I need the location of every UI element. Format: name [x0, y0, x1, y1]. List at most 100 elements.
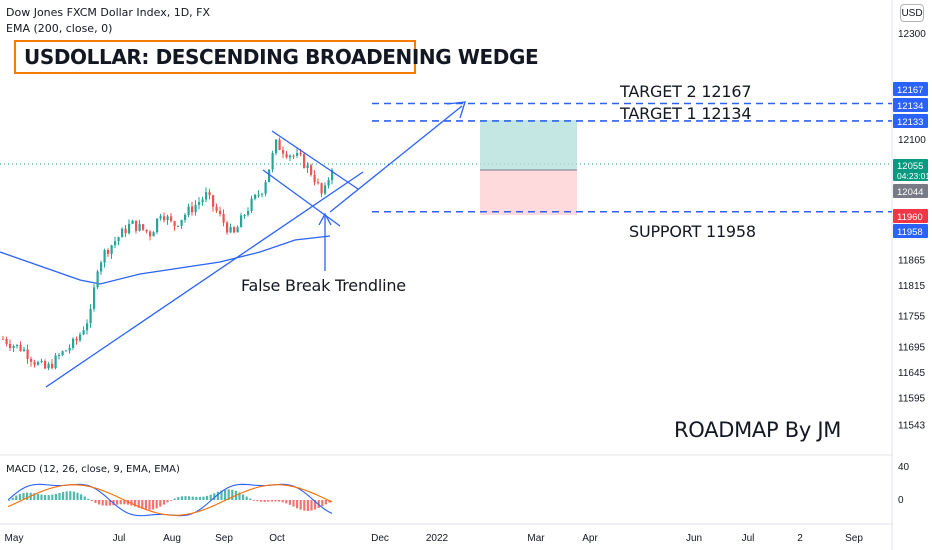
macd-histogram-bar: [123, 500, 126, 505]
price-badge-label: 12055: [897, 161, 923, 172]
macd-histogram-bar: [22, 492, 25, 500]
candle-body: [2, 338, 5, 340]
macd-histogram-bar: [245, 496, 248, 500]
macd-histogram-bar: [206, 495, 209, 500]
macd-histogram-bar: [314, 500, 317, 510]
support-label: SUPPORT 11958: [629, 222, 756, 241]
ema-indicator-label[interactable]: EMA (200, close, 0): [6, 22, 113, 35]
time-tick-label: Jul: [113, 533, 126, 544]
candle-body: [82, 330, 85, 335]
price-badge-label: 12044: [897, 187, 923, 198]
macd-histogram-bar: [249, 498, 252, 500]
candle-body: [324, 185, 327, 194]
candle-body: [261, 193, 264, 195]
ema-200-line: [0, 235, 331, 285]
candle-body: [93, 287, 96, 309]
macd-histogram-bar: [252, 500, 255, 501]
time-tick-label: Oct: [269, 533, 285, 544]
macd-histogram-bar: [177, 497, 180, 500]
candle-body: [271, 153, 274, 170]
macd-histogram-bar: [270, 500, 273, 502]
macd-histogram-bar: [227, 489, 230, 500]
macd-histogram-bar: [62, 492, 65, 500]
candle-body: [26, 349, 29, 359]
candle-body: [282, 149, 285, 154]
macd-histogram-bar: [162, 500, 165, 505]
macd-histogram-bar: [310, 500, 313, 511]
candle-body: [75, 338, 78, 341]
target-zone: [480, 120, 577, 170]
macd-pane: [7, 483, 333, 517]
candle-body: [58, 355, 61, 357]
candle-body: [65, 350, 68, 352]
time-tick-label: 2: [797, 533, 803, 544]
candle-body: [177, 225, 180, 227]
macd-histogram-bar: [141, 500, 144, 509]
candle-body: [30, 358, 33, 362]
candle-body: [128, 223, 131, 234]
candle-body: [212, 195, 215, 207]
candle-body: [233, 227, 236, 233]
price-badge-label: 12133: [897, 117, 923, 128]
price-badge: [893, 159, 928, 181]
candle-body: [163, 216, 166, 221]
symbol-line[interactable]: Dow Jones FXCM Dollar Index, 1D, FX: [6, 6, 211, 19]
candle-body: [320, 183, 323, 194]
candle-body: [5, 338, 8, 344]
macd-histogram-bar: [170, 500, 173, 501]
candle-body: [89, 308, 92, 324]
target-1-label: TARGET 1 12134: [620, 104, 752, 123]
candle-body: [135, 220, 138, 231]
macd-label[interactable]: MACD (12, 26, close, 9, EMA, EMA): [6, 464, 180, 475]
macd-histogram-bar: [33, 493, 36, 500]
candle-body: [264, 182, 267, 194]
candle-body: [110, 245, 113, 254]
macd-histogram-bar: [198, 496, 201, 500]
candle-body: [12, 345, 15, 349]
candle-body: [96, 271, 99, 288]
macd-histogram-bar: [166, 500, 169, 503]
price-badge: [893, 114, 928, 128]
macd-histogram-bar: [321, 500, 324, 507]
macd-histogram-bar: [213, 493, 216, 500]
time-tick-label: Mar: [527, 533, 545, 544]
candle-body: [292, 155, 295, 157]
candle-body: [156, 218, 159, 233]
macd-histogram-bar: [299, 500, 302, 510]
macd-histogram-bar: [188, 496, 191, 500]
macd-histogram-bar: [155, 500, 158, 509]
roadmap-watermark: ROADMAP By JM: [674, 418, 842, 442]
macd-histogram-bar: [267, 500, 270, 502]
candle-body: [229, 227, 232, 233]
false-break-label: False Break Trendline: [241, 276, 406, 295]
macd-histogram-bar: [51, 494, 54, 500]
candle-body: [170, 216, 173, 222]
macd-histogram-bar: [108, 500, 111, 506]
candle-body: [222, 213, 225, 223]
macd-histogram-bar: [159, 500, 162, 507]
macd-histogram-bar: [47, 495, 50, 500]
candle-body: [51, 363, 54, 369]
candle-body: [149, 231, 152, 237]
macd-histogram-bar: [202, 496, 205, 500]
drawing-layer: [45, 101, 892, 388]
macd-histogram-bar: [231, 489, 234, 500]
macd-histogram-bar: [195, 496, 198, 500]
currency-button[interactable]: USD: [900, 4, 924, 22]
candle-body: [117, 237, 120, 242]
macd-histogram-bar: [296, 500, 299, 509]
candle-body: [142, 224, 145, 230]
candle-body: [205, 192, 208, 200]
price-tick-label: 11645: [898, 368, 926, 379]
wedge-upper-line: [271, 130, 359, 190]
macd-histogram-bar: [324, 500, 327, 505]
time-tick-label: Jul: [742, 533, 755, 544]
macd-tick-label: 0: [898, 495, 904, 506]
candle-body: [275, 139, 278, 154]
candle-body: [201, 199, 204, 203]
macd-histogram-bar: [260, 500, 263, 502]
macd-histogram-bar: [26, 492, 29, 500]
macd-histogram-bar: [281, 500, 284, 503]
time-tick-label: May: [5, 533, 24, 544]
macd-signal-line: [7, 484, 333, 516]
